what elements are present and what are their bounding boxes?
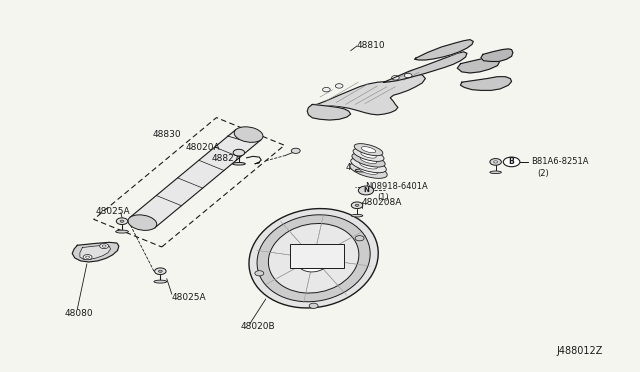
Text: 480208A: 480208A [362,198,402,207]
Circle shape [309,303,318,308]
Ellipse shape [351,214,363,217]
Text: N: N [363,187,369,193]
Polygon shape [307,105,351,120]
Circle shape [155,268,166,275]
Circle shape [159,270,163,272]
Ellipse shape [249,209,378,308]
Ellipse shape [359,167,378,174]
Ellipse shape [232,163,245,165]
Circle shape [503,157,520,167]
Circle shape [323,87,330,92]
Ellipse shape [360,157,377,164]
Text: (2): (2) [537,169,549,177]
Ellipse shape [154,280,167,283]
Circle shape [404,73,412,78]
Polygon shape [415,39,473,60]
Text: 48342N: 48342N [332,235,367,244]
Text: 48025A: 48025A [95,208,130,217]
Circle shape [360,159,364,161]
Ellipse shape [268,224,359,293]
Ellipse shape [128,215,157,230]
Circle shape [355,204,359,206]
Ellipse shape [362,147,376,153]
Text: 48980: 48980 [346,163,374,172]
Circle shape [102,245,106,247]
Ellipse shape [361,152,376,158]
Text: 48810: 48810 [357,41,386,50]
Polygon shape [461,77,511,90]
Text: 48025A: 48025A [172,293,207,302]
Ellipse shape [351,158,387,173]
Polygon shape [72,242,119,262]
Ellipse shape [360,161,378,169]
Polygon shape [384,52,467,82]
Circle shape [356,157,367,163]
Polygon shape [312,75,426,115]
Ellipse shape [352,153,385,167]
Text: (1): (1) [378,193,389,202]
Ellipse shape [490,171,501,174]
Circle shape [291,148,300,153]
Circle shape [490,158,501,165]
Ellipse shape [116,230,129,233]
Text: B81A6-8251A: B81A6-8251A [531,157,588,166]
Polygon shape [80,245,111,259]
Text: B: B [509,157,515,166]
Circle shape [355,235,364,241]
Text: 48020A: 48020A [186,142,221,151]
Ellipse shape [354,144,383,156]
Circle shape [233,149,244,156]
Circle shape [255,271,264,276]
Text: J488012Z: J488012Z [556,346,603,356]
Ellipse shape [234,127,263,142]
Circle shape [86,256,90,258]
Ellipse shape [355,169,368,172]
Circle shape [335,84,343,88]
Text: 48080: 48080 [65,310,93,318]
Circle shape [83,254,92,260]
Circle shape [120,220,124,222]
Ellipse shape [353,148,384,161]
Ellipse shape [296,245,332,272]
Bar [290,244,344,269]
Polygon shape [481,49,513,61]
Circle shape [493,161,497,163]
Text: 48827: 48827 [211,154,240,163]
Circle shape [358,186,374,195]
Text: 48830: 48830 [153,129,181,139]
Ellipse shape [257,215,370,302]
Circle shape [351,202,363,209]
Circle shape [392,76,399,80]
Polygon shape [458,56,500,73]
Circle shape [100,243,109,248]
Polygon shape [130,129,261,228]
Ellipse shape [350,163,387,178]
Text: 48020B: 48020B [240,322,275,331]
Circle shape [116,218,128,225]
Text: N08918-6401A: N08918-6401A [365,182,428,191]
